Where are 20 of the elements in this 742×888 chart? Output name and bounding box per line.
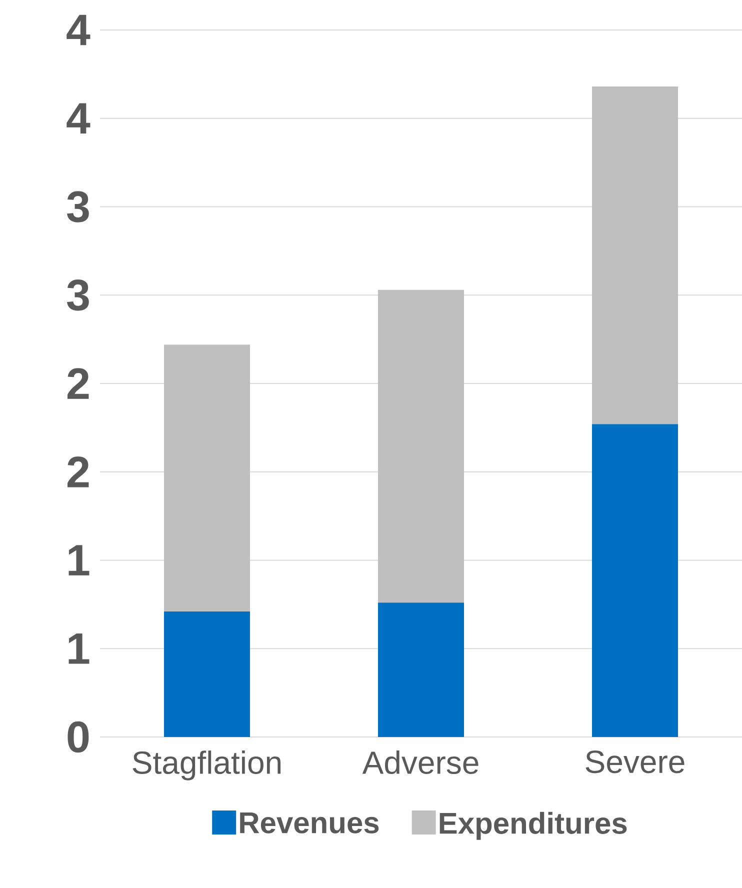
y-tick-label: 3 xyxy=(67,280,89,311)
bar xyxy=(164,612,250,737)
x-tick-label: Adverse xyxy=(362,750,478,774)
x-tick-label: Stagflation xyxy=(132,750,281,780)
bar xyxy=(164,344,250,612)
legend-label: Expenditures xyxy=(440,812,627,840)
y-tick-label: 4 xyxy=(66,103,90,134)
bar xyxy=(378,290,464,603)
y-tick-label: 2 xyxy=(68,368,89,399)
y-tick-label: 0 xyxy=(68,721,89,753)
x-tick-label: Severe xyxy=(586,750,684,774)
y-tick-label: 3 xyxy=(67,191,89,222)
y-tick-label: 1 xyxy=(68,633,90,664)
bar xyxy=(378,602,464,737)
y-tick-label: 4 xyxy=(66,14,90,46)
legend-label: Revenues xyxy=(240,812,379,834)
bar xyxy=(592,424,678,737)
bar xyxy=(592,86,678,424)
y-tick-label: 1 xyxy=(68,545,90,576)
y-tick-label: 2 xyxy=(68,456,89,488)
